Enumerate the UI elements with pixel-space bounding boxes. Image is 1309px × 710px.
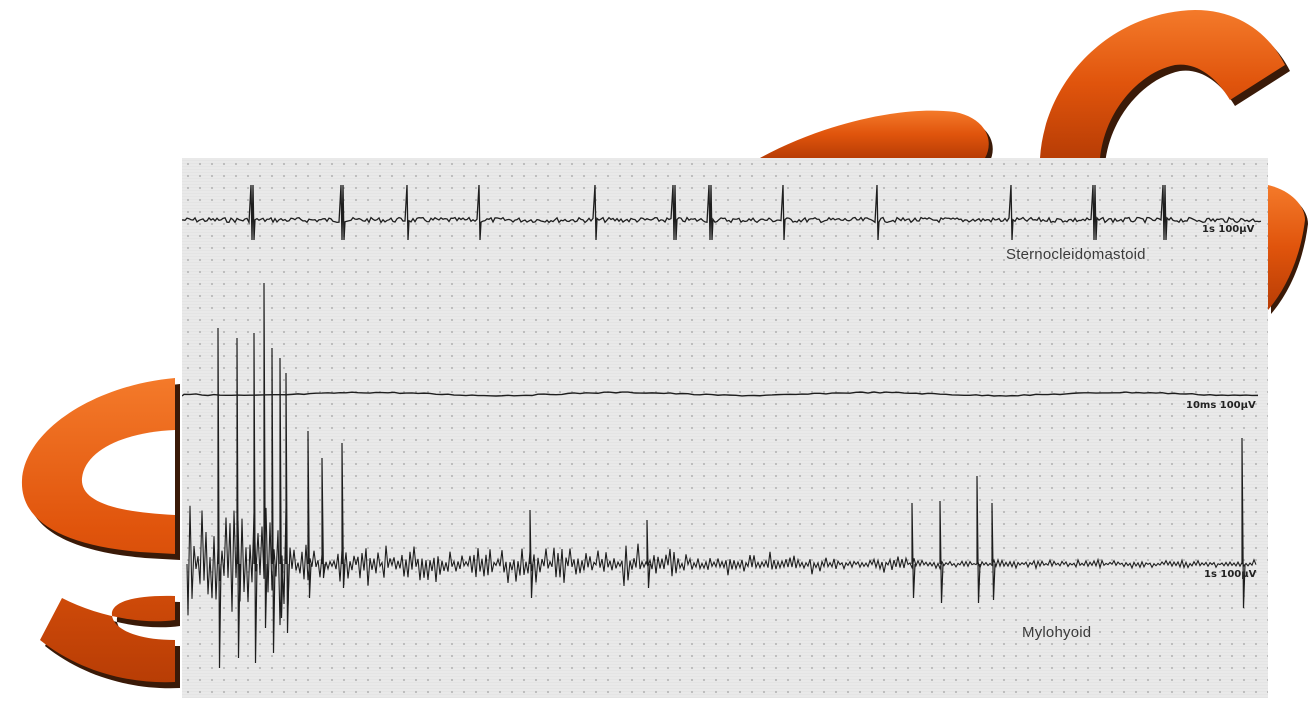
mylohyoid-spike <box>1241 437 1246 609</box>
mylohyoid-spike <box>646 519 651 589</box>
mylohyoid-spike <box>939 500 944 604</box>
scm-trace-label: Sternocleidomastoid <box>1006 246 1146 263</box>
mylohyoid-spike <box>307 430 312 599</box>
mylohyoid-spike <box>341 442 346 589</box>
scm-trace-line <box>182 184 1262 241</box>
mylohyoid-spike <box>253 332 258 664</box>
baseline-trace-line <box>182 391 1259 397</box>
mylohyoid-spike <box>991 502 996 601</box>
mylohyoid-spike <box>911 502 916 599</box>
mylohyoid-spike <box>271 347 276 654</box>
baseline-scale-label: 10ms 100µV <box>1186 400 1256 411</box>
mylohyoid-spike <box>285 372 290 634</box>
letter-arc-shape <box>760 110 993 163</box>
mylohyoid-spike <box>236 337 241 659</box>
mylohyoid-spike <box>279 357 284 619</box>
mylohyoid-spike <box>217 327 222 669</box>
mylohyoid-scale-label: 1s 100µV <box>1204 569 1257 580</box>
mylohyoid-spike <box>529 509 534 599</box>
emg-traces <box>182 184 1262 669</box>
letter-s-shape <box>21 378 181 689</box>
scm-scale-label: 1s 100µV <box>1202 224 1255 235</box>
mylohyoid-trace-label: Mylohyoid <box>1022 624 1092 641</box>
mylohyoid-spike <box>976 475 981 604</box>
mylohyoid-spike <box>263 282 268 629</box>
emg-recording-panel: 1s 100µV Sternocleidomastoid 10ms 100µV … <box>182 158 1268 698</box>
letter-g-shape <box>1040 10 1308 314</box>
mylohyoid-trace-line <box>186 505 1257 626</box>
mylohyoid-spike <box>321 457 326 579</box>
